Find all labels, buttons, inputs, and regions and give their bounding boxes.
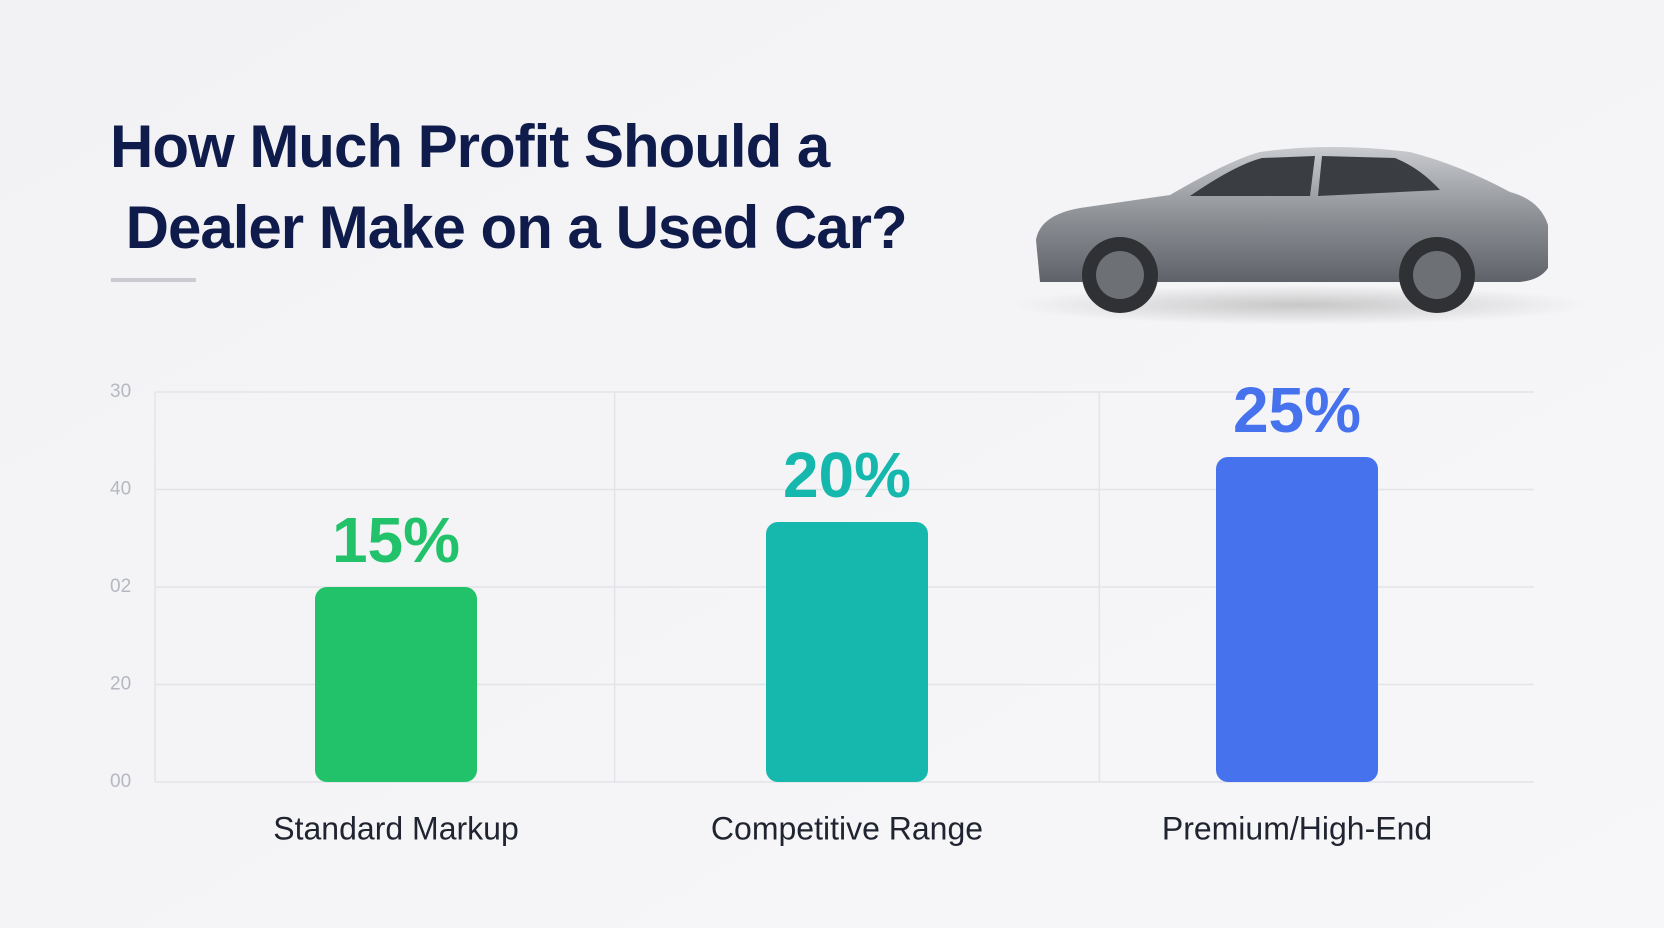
x-tick-label: Standard Markup [273, 810, 518, 846]
y-tick-label: 30 [110, 381, 131, 402]
y-tick-label: 40 [110, 479, 131, 500]
y-tick-label: 20 [110, 674, 131, 695]
y-tick-label: 02 [110, 576, 131, 597]
bar [315, 587, 477, 782]
value-label: 25% [1233, 374, 1361, 446]
chart-title: How Much Profit Should a Dealer Make on … [110, 113, 907, 261]
value-label: 15% [332, 504, 460, 576]
car-illustration [1010, 147, 1590, 325]
bar [1216, 457, 1378, 782]
value-label: 20% [783, 439, 911, 511]
y-tick-label: 00 [110, 771, 131, 792]
bar [766, 522, 928, 782]
x-tick-label: Premium/High-End [1162, 810, 1432, 846]
x-tick-label: Competitive Range [711, 810, 983, 846]
